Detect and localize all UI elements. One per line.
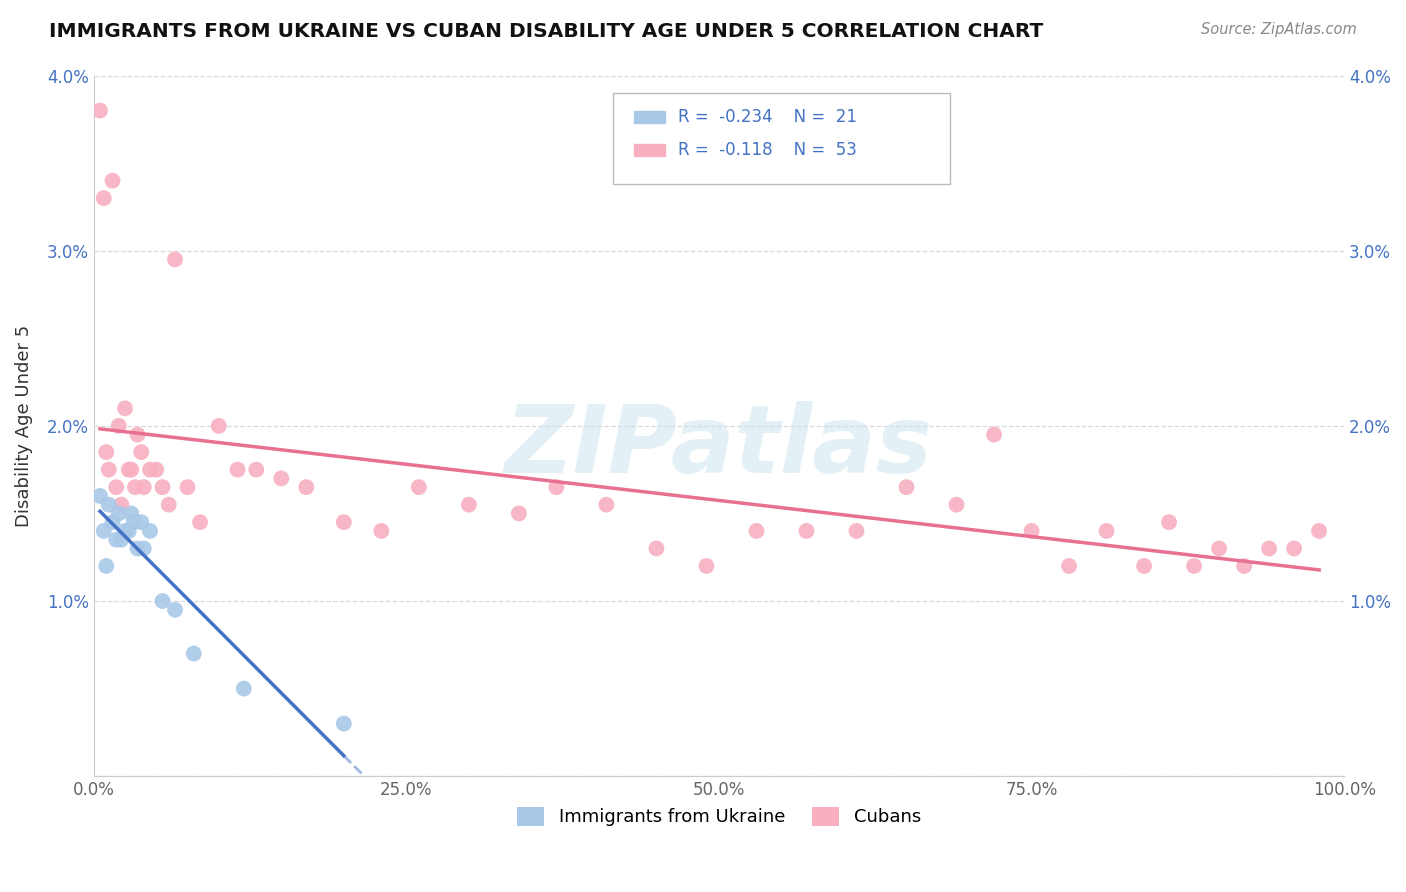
Point [124, 480, 146, 494]
Point [176, 480, 198, 494]
FancyBboxPatch shape [634, 144, 665, 156]
Point [1208, 541, 1230, 556]
Point [370, 524, 392, 538]
Point [695, 559, 717, 574]
Y-axis label: Disability Age Under 5: Disability Age Under 5 [15, 325, 32, 527]
Point [245, 463, 267, 477]
Point [270, 471, 292, 485]
Point [983, 427, 1005, 442]
Point [107, 418, 129, 433]
Point [127, 427, 149, 442]
FancyBboxPatch shape [613, 93, 950, 184]
Point [1057, 559, 1080, 574]
Point [97, 463, 120, 477]
Point [120, 463, 142, 477]
Text: R =  -0.118    N =  53: R = -0.118 N = 53 [678, 141, 856, 159]
Text: Source: ZipAtlas.com: Source: ZipAtlas.com [1201, 22, 1357, 37]
Point [110, 498, 132, 512]
Point [107, 507, 129, 521]
Point [508, 507, 530, 521]
Legend: Immigrants from Ukraine, Cubans: Immigrants from Ukraine, Cubans [510, 800, 928, 834]
Point [457, 498, 479, 512]
Text: IMMIGRANTS FROM UKRAINE VS CUBAN DISABILITY AGE UNDER 5 CORRELATION CHART: IMMIGRANTS FROM UKRAINE VS CUBAN DISABIL… [49, 22, 1043, 41]
Point [120, 507, 142, 521]
Text: ZIPatlas: ZIPatlas [505, 401, 934, 493]
Point [896, 480, 918, 494]
Point [408, 480, 430, 494]
Point [1182, 559, 1205, 574]
Point [110, 533, 132, 547]
Point [157, 498, 180, 512]
Point [1095, 524, 1118, 538]
Point [93, 191, 115, 205]
Point [105, 480, 128, 494]
Point [295, 480, 318, 494]
Point [1157, 515, 1180, 529]
Point [226, 463, 249, 477]
Point [101, 515, 124, 529]
Point [152, 480, 174, 494]
Point [129, 515, 152, 529]
Point [1282, 541, 1305, 556]
Point [122, 515, 145, 529]
Point [1308, 524, 1330, 538]
Point [127, 541, 149, 556]
Point [145, 463, 167, 477]
Point [139, 524, 162, 538]
Point [129, 445, 152, 459]
Point [96, 445, 118, 459]
Point [152, 594, 174, 608]
Point [333, 515, 356, 529]
Text: R =  -0.234    N =  21: R = -0.234 N = 21 [678, 108, 856, 126]
Point [1258, 541, 1281, 556]
Point [139, 463, 162, 477]
Point [333, 716, 356, 731]
Point [845, 524, 868, 538]
Point [232, 681, 254, 696]
Point [745, 524, 768, 538]
Point [188, 515, 211, 529]
Point [114, 401, 136, 416]
Point [1233, 559, 1256, 574]
Point [118, 524, 141, 538]
Point [163, 603, 186, 617]
Point [595, 498, 617, 512]
Point [96, 559, 118, 574]
Point [645, 541, 668, 556]
Point [208, 418, 231, 433]
Point [101, 173, 124, 187]
Point [183, 647, 205, 661]
Point [114, 524, 136, 538]
Point [132, 480, 155, 494]
Point [118, 463, 141, 477]
Point [1021, 524, 1043, 538]
FancyBboxPatch shape [634, 111, 665, 123]
Point [93, 524, 115, 538]
Point [132, 541, 155, 556]
Point [89, 103, 111, 118]
Point [945, 498, 967, 512]
Point [105, 533, 128, 547]
Point [89, 489, 111, 503]
Point [796, 524, 818, 538]
Point [1133, 559, 1156, 574]
Point [97, 498, 120, 512]
Point [163, 252, 186, 267]
Point [546, 480, 568, 494]
